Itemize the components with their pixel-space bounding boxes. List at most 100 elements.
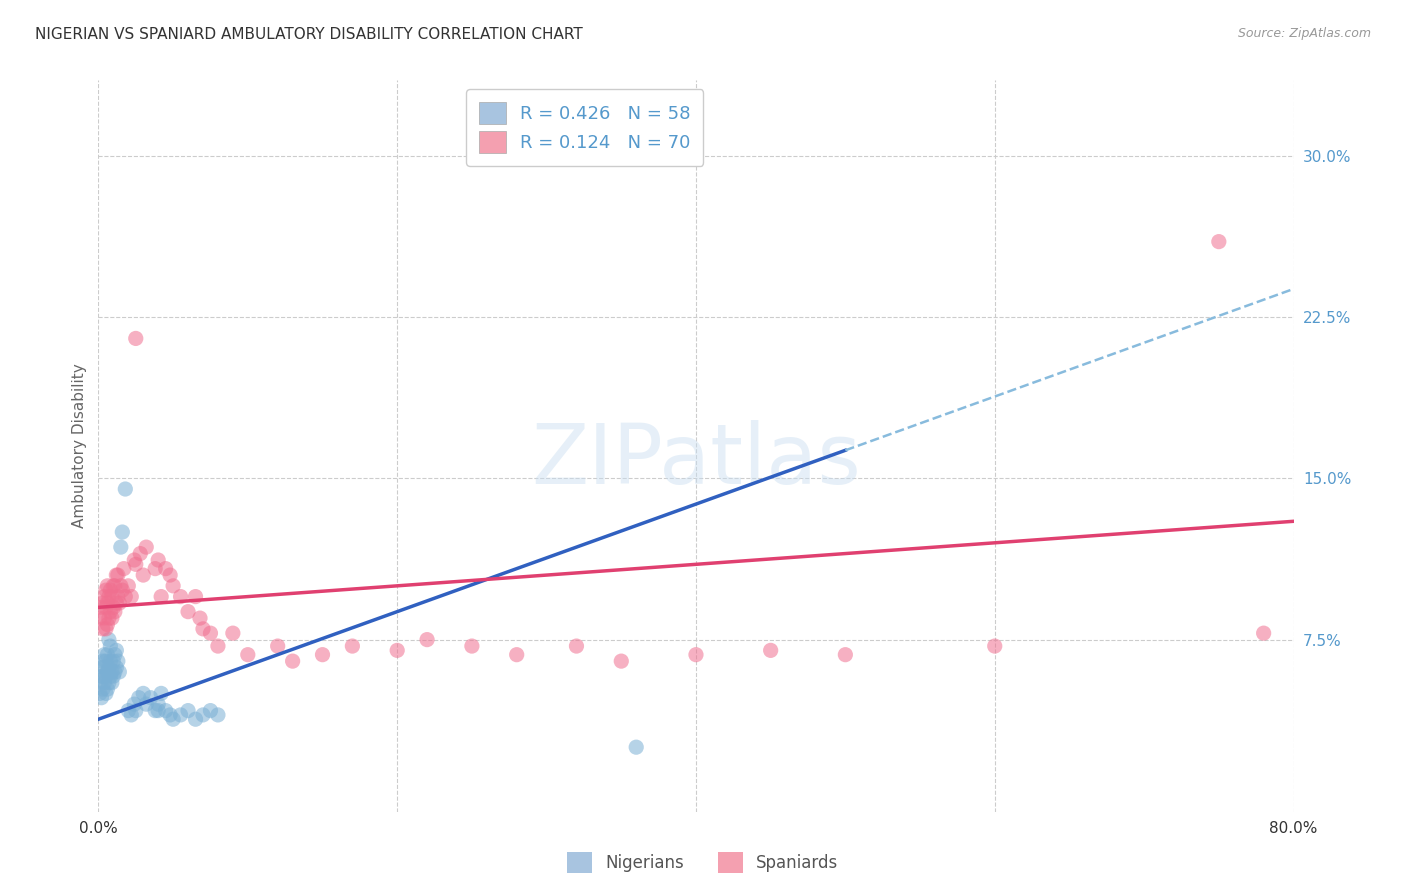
Point <box>105 596 128 610</box>
Point <box>125 331 148 345</box>
Point <box>281 654 304 668</box>
Legend: R = 0.426   N = 58, R = 0.124   N = 70: R = 0.426 N = 58, R = 0.124 N = 70 <box>465 89 703 166</box>
Point <box>98 583 122 598</box>
Point <box>159 707 181 722</box>
Point <box>1208 235 1230 249</box>
Point <box>984 639 1007 653</box>
Point <box>103 669 125 683</box>
Point <box>461 639 484 653</box>
Point <box>101 590 124 604</box>
Point <box>626 740 648 755</box>
Point <box>98 669 122 683</box>
Point <box>200 704 222 718</box>
Point <box>184 712 207 726</box>
Point <box>91 682 114 697</box>
Point <box>90 660 112 674</box>
Point <box>311 648 333 662</box>
Point <box>97 660 120 674</box>
Point <box>120 707 142 722</box>
Point <box>150 686 173 700</box>
Point <box>103 654 125 668</box>
Legend: Nigerians, Spaniards: Nigerians, Spaniards <box>561 846 845 880</box>
Point <box>93 648 115 662</box>
Point <box>91 622 114 636</box>
Text: NIGERIAN VS SPANIARD AMBULATORY DISABILITY CORRELATION CHART: NIGERIAN VS SPANIARD AMBULATORY DISABILI… <box>35 27 583 42</box>
Point <box>191 707 214 722</box>
Point <box>112 561 135 575</box>
Point <box>114 590 136 604</box>
Point <box>385 643 409 657</box>
Point <box>97 675 120 690</box>
Point <box>128 690 150 705</box>
Point <box>1253 626 1275 640</box>
Point <box>101 675 124 690</box>
Point <box>184 590 207 604</box>
Point <box>159 568 181 582</box>
Point <box>132 686 155 700</box>
Point <box>117 579 139 593</box>
Point <box>125 704 148 718</box>
Point <box>89 686 111 700</box>
Point <box>120 590 142 604</box>
Point <box>94 622 117 636</box>
Point <box>155 704 177 718</box>
Point <box>94 669 117 683</box>
Point <box>93 590 115 604</box>
Point <box>93 675 115 690</box>
Point <box>148 697 170 711</box>
Point <box>98 639 122 653</box>
Point <box>111 583 134 598</box>
Point <box>143 704 166 718</box>
Point <box>207 707 229 722</box>
Point <box>91 669 114 683</box>
Point <box>90 600 112 615</box>
Point <box>104 665 127 679</box>
Point <box>236 648 259 662</box>
Point <box>110 540 132 554</box>
Point <box>96 682 118 697</box>
Point <box>89 675 111 690</box>
Point <box>98 605 122 619</box>
Point <box>107 590 129 604</box>
Point <box>107 568 129 582</box>
Point <box>91 654 114 668</box>
Point <box>135 697 157 711</box>
Point <box>129 547 152 561</box>
Point <box>416 632 439 647</box>
Point <box>155 561 177 575</box>
Point <box>124 553 146 567</box>
Point <box>169 590 191 604</box>
Point <box>101 665 124 679</box>
Point <box>610 654 633 668</box>
Point <box>94 600 117 615</box>
Point <box>759 643 782 657</box>
Point <box>94 686 117 700</box>
Point <box>93 660 115 674</box>
Point <box>97 632 120 647</box>
Point <box>104 648 127 662</box>
Point <box>103 579 125 593</box>
Point <box>91 596 114 610</box>
Point <box>90 690 112 705</box>
Point <box>96 617 118 632</box>
Point <box>96 665 118 679</box>
Point <box>148 704 170 718</box>
Point <box>105 568 128 582</box>
Point <box>222 626 245 640</box>
Point <box>103 600 125 615</box>
Point <box>143 561 166 575</box>
Point <box>685 648 707 662</box>
Point <box>94 583 117 598</box>
Point <box>108 665 131 679</box>
Point <box>565 639 588 653</box>
Point <box>111 524 134 539</box>
Point <box>177 605 200 619</box>
Point <box>105 660 128 674</box>
Point <box>97 590 120 604</box>
Point <box>125 558 148 572</box>
Point <box>162 579 184 593</box>
Point <box>96 648 118 662</box>
Text: Source: ZipAtlas.com: Source: ZipAtlas.com <box>1237 27 1371 40</box>
Point <box>107 654 129 668</box>
Point <box>89 611 111 625</box>
